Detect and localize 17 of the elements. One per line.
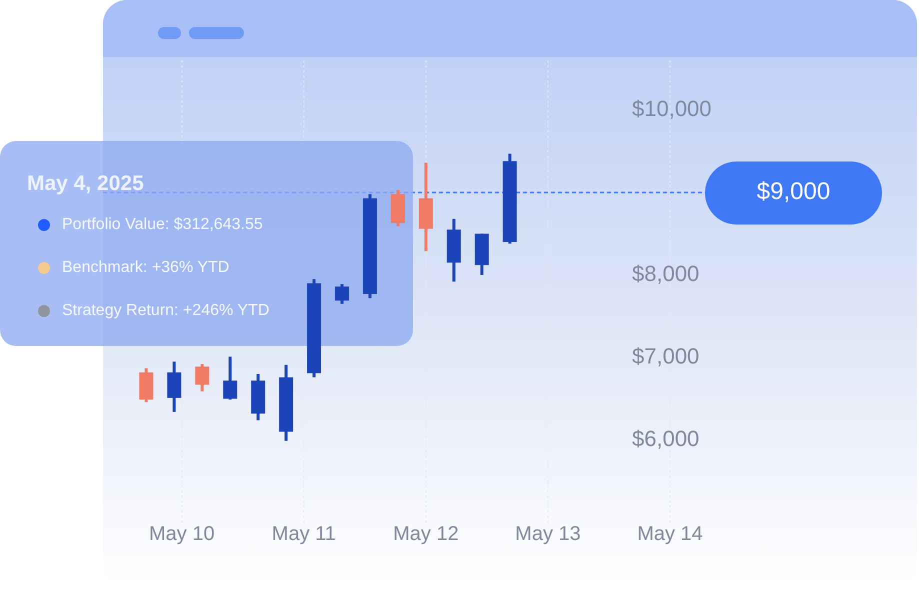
annotation: Strategy Return: +246% YTD — [62, 302, 270, 320]
annotation: Benchmark: +36% YTD — [62, 259, 230, 276]
annotation: Portfolio Value: $312,643.55 — [62, 216, 263, 234]
x-tick-label: May 14 — [637, 523, 703, 545]
y-tick-label: $8,000 — [632, 260, 700, 286]
candlestick — [335, 284, 350, 304]
ref-line-label: $9,000 — [756, 178, 830, 205]
candlestick — [223, 356, 238, 400]
candlestick — [195, 364, 210, 392]
y-tick-label: $10,000 — [632, 96, 712, 121]
x-tick-label: May 10 — [149, 523, 215, 545]
y-tick-label: $6,000 — [632, 426, 700, 451]
x-tick-label: May 12 — [393, 523, 459, 545]
y-tick-label: $7,000 — [632, 343, 700, 368]
x-tick-label: May 11 — [272, 523, 336, 545]
x-tick-label: May 13 — [515, 523, 581, 545]
annotation: May 4, 2025 — [27, 172, 144, 195]
